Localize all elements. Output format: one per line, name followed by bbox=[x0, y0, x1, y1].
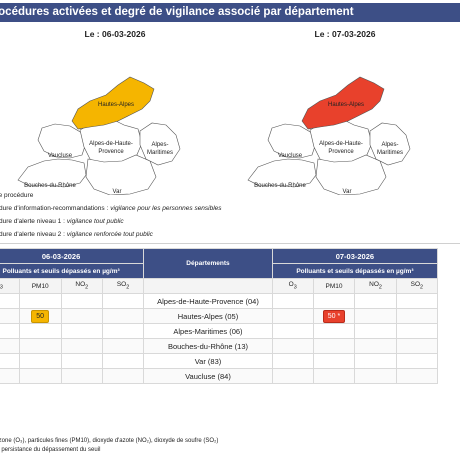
dept-shape-alpes-maritimes[interactable] bbox=[139, 122, 181, 166]
label-bdr: Bouches-du-Rhône bbox=[254, 183, 306, 189]
dept-name-cell: Vaucluse (84) bbox=[143, 368, 273, 384]
department-map: Hautes-Alpes Alpes-de-Haute- Provence Al… bbox=[17, 76, 181, 195]
footnote-pollutants: Ozone (O₃), particules fines (PM10), dio… bbox=[0, 438, 219, 444]
map-date-label: Le : 06-03-2026 bbox=[84, 29, 146, 39]
table-dept-header: Départements bbox=[143, 248, 273, 279]
table-date-left: 06-03-2026 bbox=[0, 248, 145, 264]
col-so2: SO2 bbox=[395, 278, 439, 294]
dept-name-cell: Alpes-de-Haute-Provence (04) bbox=[143, 293, 273, 309]
label-var: Var bbox=[113, 189, 122, 195]
page-title: Procédures activées et degré de vigilanc… bbox=[0, 3, 460, 22]
footnotes: Ozone (O₃), particules fines (PM10), dio… bbox=[0, 437, 460, 455]
dept-shape-bouches-du-rhone[interactable] bbox=[247, 158, 317, 188]
map-legend: Pas de procédure Procédure d'information… bbox=[0, 189, 460, 241]
label-alpes-maritimes-1: Alpes- bbox=[381, 142, 398, 148]
label-ahp-2: Provence bbox=[328, 149, 354, 155]
col-pm10: PM10 bbox=[312, 278, 356, 294]
dept-name-cell: Alpes-Maritimes (06) bbox=[143, 323, 273, 339]
label-vaucluse: Vaucluse bbox=[48, 153, 73, 159]
legend-label: Procédure d'alerte niveau 2 : bbox=[0, 231, 65, 238]
legend-label: Procédure d'alerte niveau 1 : bbox=[0, 218, 65, 225]
dept-shape-hautes-alpes[interactable] bbox=[71, 76, 155, 130]
label-hautes-alpes: Hautes-Alpes bbox=[328, 102, 364, 108]
department-map: Hautes-Alpes Alpes-de-Haute- Provence Al… bbox=[247, 76, 411, 195]
label-vaucluse: Vaucluse bbox=[278, 153, 303, 159]
table-body: Alpes-de-Haute-Provence (04) 50 Hautes-A… bbox=[0, 293, 439, 384]
legend-label: Pas de procédure bbox=[0, 192, 34, 199]
label-bdr: Bouches-du-Rhône bbox=[24, 183, 76, 189]
legend-note: vigilance pour les personnes sensibles bbox=[110, 205, 222, 212]
col-no2: NO2 bbox=[60, 278, 103, 294]
pollution-table: 06-03-2026 Départements 07-03-2026 Pollu… bbox=[0, 248, 439, 384]
dept-shape-vaucluse[interactable] bbox=[37, 123, 87, 159]
dept-name-cell: Var (83) bbox=[143, 353, 273, 369]
col-dept-spacer bbox=[143, 278, 273, 294]
dept-shape-alpes-maritimes[interactable] bbox=[369, 122, 411, 166]
table-date-right: 07-03-2026 bbox=[271, 248, 439, 264]
table-subheader-left: Polluants et seuils dépassés en µg/m³ bbox=[0, 263, 145, 279]
table-row: Var (83) bbox=[0, 353, 439, 369]
legend-item: Procédure d'alerte niveau 2 : vigilance … bbox=[0, 228, 460, 241]
col-so2: SO2 bbox=[101, 278, 145, 294]
legend-note: vigilance tout public bbox=[66, 218, 124, 225]
table-row: Alpes-de-Haute-Provence (04) bbox=[0, 293, 439, 309]
label-ahp-1: Alpes-de-Haute- bbox=[319, 141, 363, 147]
table-row: Vaucluse (84) bbox=[0, 368, 439, 384]
dept-shape-var[interactable] bbox=[315, 154, 387, 195]
label-alpes-maritimes-1: Alpes- bbox=[151, 142, 168, 148]
label-alpes-maritimes-2: Maritimes bbox=[377, 150, 403, 156]
table-row: 50 Hautes-Alpes (05) 50 * bbox=[0, 308, 439, 324]
col-no2: NO2 bbox=[354, 278, 397, 294]
dept-shape-var[interactable] bbox=[85, 154, 157, 195]
map-date-label: Le : 07-03-2026 bbox=[314, 29, 376, 39]
table-row: Bouches-du-Rhône (13) bbox=[0, 338, 439, 354]
dept-name-cell: Bouches-du-Rhône (13) bbox=[143, 338, 273, 354]
map-panel-left: Le : 06-03-2026 Hautes-Alpes Alpes-de-Ha… bbox=[0, 25, 230, 195]
label-var: Var bbox=[343, 189, 352, 195]
pm10-value-badge: 50 bbox=[31, 309, 50, 323]
dept-shape-hautes-alpes[interactable] bbox=[301, 76, 385, 130]
col-pm10: PM10 bbox=[18, 278, 62, 294]
legend-item: Procédure d'alerte niveau 1 : vigilance … bbox=[0, 215, 460, 228]
legend-note: vigilance renforcée tout public bbox=[66, 231, 153, 238]
legend-label: Procédure d'information-recommandations … bbox=[0, 205, 109, 212]
label-ahp-1: Alpes-de-Haute- bbox=[89, 141, 133, 147]
table-row: Alpes-Maritimes (06) bbox=[0, 323, 439, 339]
dept-shape-vaucluse[interactable] bbox=[267, 123, 317, 159]
footnote-persistence: * : persistance du dépassement du seuil bbox=[0, 447, 101, 453]
section-divider bbox=[0, 243, 460, 244]
col-o3: O3 bbox=[0, 278, 20, 294]
dept-name-cell: Hautes-Alpes (05) bbox=[143, 308, 273, 324]
map-panel-right: Le : 07-03-2026 Hautes-Alpes Alpes-de-Ha… bbox=[230, 25, 460, 195]
label-alpes-maritimes-2: Maritimes bbox=[147, 150, 173, 156]
table-subheader-right: Polluants et seuils dépassés en µg/m³ bbox=[271, 263, 439, 279]
legend-item: Pas de procédure bbox=[0, 189, 460, 202]
legend-item: Procédure d'information-recommandations … bbox=[0, 202, 460, 215]
label-ahp-2: Provence bbox=[98, 149, 124, 155]
dept-shape-bouches-du-rhone[interactable] bbox=[17, 158, 87, 188]
col-o3: O3 bbox=[271, 278, 314, 294]
label-hautes-alpes: Hautes-Alpes bbox=[98, 102, 134, 108]
pm10-value-badge: 50 * bbox=[322, 309, 346, 323]
